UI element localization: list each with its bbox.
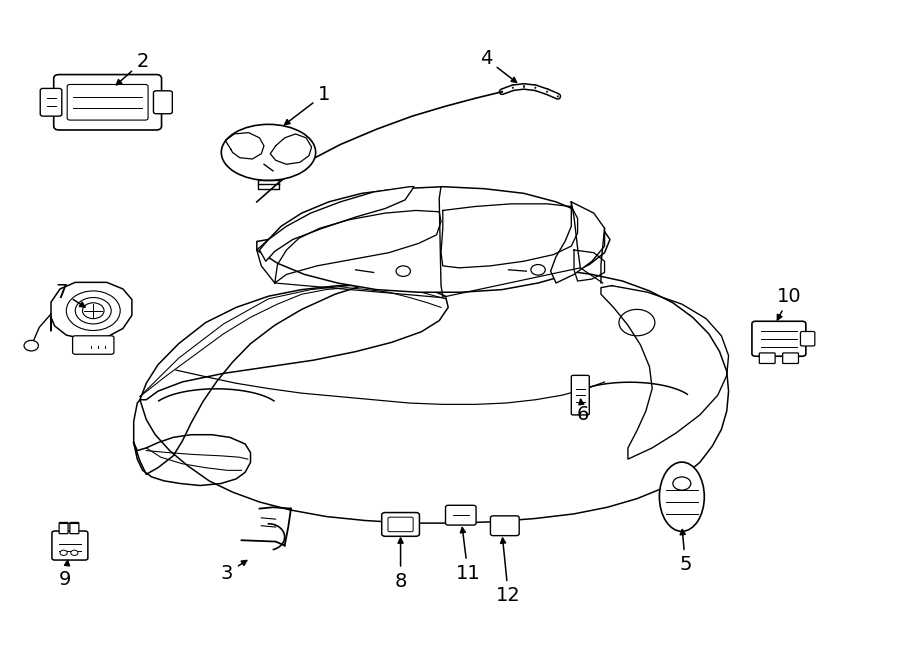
Circle shape [60, 550, 68, 555]
Polygon shape [140, 284, 448, 400]
Ellipse shape [221, 124, 316, 180]
Ellipse shape [660, 462, 705, 531]
FancyBboxPatch shape [70, 522, 79, 533]
FancyBboxPatch shape [40, 89, 62, 116]
FancyBboxPatch shape [752, 321, 806, 356]
Polygon shape [134, 268, 729, 523]
FancyBboxPatch shape [783, 353, 798, 364]
Text: 2: 2 [116, 52, 148, 85]
Polygon shape [134, 435, 250, 486]
Text: 8: 8 [394, 538, 407, 591]
FancyBboxPatch shape [491, 516, 519, 535]
FancyBboxPatch shape [54, 75, 161, 130]
Polygon shape [551, 202, 605, 283]
Circle shape [24, 340, 39, 351]
Text: 7: 7 [56, 283, 85, 307]
Text: 4: 4 [480, 49, 517, 83]
FancyBboxPatch shape [760, 353, 775, 364]
FancyBboxPatch shape [52, 531, 88, 560]
FancyBboxPatch shape [446, 505, 476, 525]
FancyBboxPatch shape [154, 91, 172, 114]
Polygon shape [256, 186, 610, 292]
Text: 5: 5 [680, 529, 692, 574]
Polygon shape [601, 286, 729, 459]
Polygon shape [51, 282, 132, 339]
Text: 10: 10 [778, 287, 802, 320]
Text: 6: 6 [577, 399, 590, 424]
Text: 12: 12 [496, 538, 521, 605]
Text: 9: 9 [59, 561, 72, 590]
Circle shape [71, 550, 78, 555]
Text: 11: 11 [455, 527, 481, 583]
Polygon shape [259, 186, 414, 261]
FancyBboxPatch shape [382, 512, 419, 536]
Text: 1: 1 [284, 85, 330, 125]
FancyBboxPatch shape [800, 331, 814, 346]
Text: 3: 3 [221, 561, 247, 583]
FancyBboxPatch shape [59, 522, 68, 533]
FancyBboxPatch shape [572, 375, 590, 415]
FancyBboxPatch shape [73, 336, 114, 354]
Circle shape [673, 477, 691, 490]
